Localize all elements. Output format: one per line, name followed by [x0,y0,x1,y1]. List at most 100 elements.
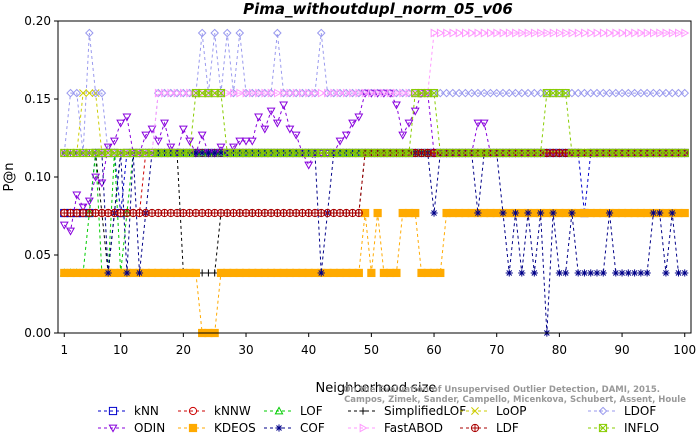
data-point-fastabod [493,28,502,38]
data-point-odin [109,137,119,146]
data-point-inflo [536,148,545,158]
data-point-fastabod [443,28,452,38]
data-point-fastabod [299,88,308,98]
legend-item-ldf: LDF [460,421,519,434]
data-point-odin [166,143,176,152]
data-point-cof [192,149,200,157]
data-point-kdeos [436,268,445,278]
data-point-ldof [605,88,614,98]
data-point-ldof [479,88,489,98]
data-point-fastabod [286,88,295,98]
data-point-ldof [598,88,608,98]
data-point-odin [229,143,238,152]
data-point-fastabod [612,28,621,38]
x-axis-ticks: 1 10 20 30 40 50 60 70 80 90 100 [60,333,696,357]
data-point-odin [185,137,195,146]
data-point-loop [85,89,94,98]
data-point-ldof [498,88,508,98]
data-point-fastabod [436,28,445,38]
data-point-fastabod [386,88,395,98]
data-point-cof [518,269,526,277]
data-point-fastabod [650,28,659,38]
data-point-fastabod [374,88,383,98]
data-point-cof [530,269,538,277]
data-point-cof [135,269,144,277]
data-point-cof [674,269,683,277]
data-point-cof [574,269,582,277]
data-point-fastabod [305,88,314,98]
data-point-ldof [222,28,232,38]
data-point-fastabod [380,88,389,98]
legend-marker-lof [274,406,284,415]
data-point-fastabod [556,28,565,38]
data-point-ldof [611,88,621,98]
data-point-kdeos [373,208,382,218]
data-point-inflo [404,148,414,158]
legend-marker-kdeos [188,423,198,433]
data-point-kdeos [680,208,689,218]
data-point-fastabod [317,88,326,98]
data-point-odin [479,119,489,128]
legend-marker-odin [108,424,118,433]
data-point-fastabod [487,28,496,38]
data-point-odin [291,131,301,140]
data-point-inflo [561,88,570,98]
data-point-cof [511,209,520,217]
legend-item-kdeos: KDEOS [178,421,256,434]
data-point-kdeos [392,268,401,278]
data-point-odin [279,101,289,110]
data-point-kdeos [191,268,200,278]
data-point-ldof [649,88,658,98]
data-point-ldof [467,88,476,98]
data-point-odin [404,119,414,128]
legend-item-simplifiedlof: SimplifiedLOF [348,404,466,418]
data-point-odin [247,137,257,146]
legend-label-odin: ODIN [134,421,165,434]
data-point-ldof [617,88,627,98]
data-point-cof [668,209,676,217]
data-point-odin [266,107,276,116]
data-point-ldof [492,88,502,98]
data-point-odin [122,113,132,122]
data-point-fastabod [524,28,533,38]
data-point-ldof [473,88,483,98]
legend-label-inflo: INFLO [624,421,659,434]
data-point-cof [562,269,570,277]
chart-title: Pima_withoutdupl_norm_05_v06 [243,0,513,18]
series-loop [60,89,689,157]
series-inflo [60,88,689,158]
data-point-cof [430,209,438,217]
series-ldf [60,148,689,218]
data-point-ldof [91,88,100,98]
legend-marker-cof [275,424,283,432]
data-point-fastabod [248,88,257,98]
data-point-odin [335,137,345,146]
data-point-fastabod [537,28,546,38]
data-point-fastabod [349,88,358,98]
data-point-cof [681,269,689,277]
data-point-inflo [680,148,689,158]
watermark-line2: On the Evaluation of Unsupervised Outlie… [343,385,660,395]
plot-area [59,28,690,338]
legend-marker-fastabod [359,423,368,433]
data-point-ldof [486,88,495,98]
data-point-fastabod [681,28,690,38]
data-point-cof [618,269,626,277]
data-point-odin [398,131,408,140]
data-point-ldof [97,88,107,98]
legend-marker-simplifiedlof [359,407,367,415]
data-point-fastabod [474,28,483,38]
x-tick-label: 60 [426,343,441,357]
x-tick-label: 100 [673,343,696,357]
data-point-odin [285,125,295,134]
x-tick-label: 90 [614,343,629,357]
data-point-ldof [592,88,602,98]
data-point-inflo [185,148,194,158]
data-point-fastabod [593,28,602,38]
data-point-ldof [586,88,596,98]
data-point-fastabod [562,28,571,38]
data-point-fastabod [430,28,439,38]
data-point-fastabod [292,88,301,98]
data-point-fastabod [662,28,671,38]
legend-item-fastabod: FastABOD [348,421,443,434]
